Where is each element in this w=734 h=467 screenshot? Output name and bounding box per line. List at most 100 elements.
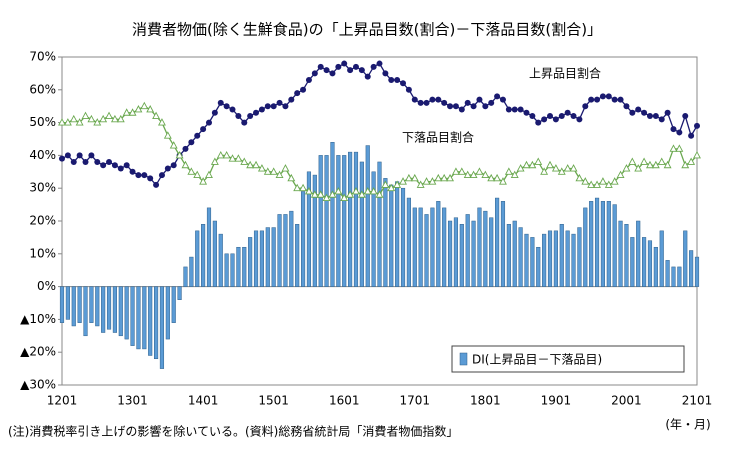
point: [604, 180, 613, 188]
point: [294, 90, 301, 97]
point: [82, 158, 89, 165]
bar: [647, 240, 653, 287]
point: [357, 190, 366, 198]
point: [263, 167, 272, 175]
point: [310, 190, 319, 198]
bar: [342, 155, 347, 287]
bar: [201, 224, 206, 287]
point: [81, 111, 90, 119]
bar: [312, 174, 317, 287]
bar: [553, 230, 558, 287]
point: [646, 113, 653, 120]
point: [270, 103, 277, 110]
point: [63, 118, 72, 126]
x-tick-label: 1801: [470, 394, 501, 408]
bar: [447, 220, 453, 287]
bar: [154, 286, 159, 360]
point: [400, 80, 407, 87]
bar: [524, 233, 529, 287]
bar: [559, 224, 564, 287]
point: [469, 170, 478, 179]
y-tick-label: 0%: [37, 279, 56, 293]
y-tick-label: 60%: [29, 82, 56, 96]
point: [482, 103, 489, 110]
point: [423, 99, 430, 106]
point: [211, 109, 218, 116]
point: [129, 168, 136, 175]
bar: [148, 286, 153, 356]
point: [305, 76, 312, 83]
point: [188, 139, 195, 146]
point: [534, 157, 543, 165]
point: [329, 70, 336, 77]
point: [563, 164, 572, 172]
point: [388, 76, 395, 83]
point: [252, 160, 260, 169]
point: [682, 113, 689, 120]
point: [693, 150, 701, 159]
point: [158, 172, 165, 179]
point: [464, 99, 471, 106]
bar: [112, 286, 117, 333]
line-label: 上昇品目割合: [529, 66, 601, 81]
bar: [518, 227, 523, 287]
bar: [471, 220, 476, 287]
point: [111, 162, 118, 169]
point: [570, 113, 577, 120]
point: [241, 119, 248, 126]
chart-title: 消費者物価(除く生鮮食品)の「上昇品目数(割合)－下落品目数(割合)」: [132, 21, 602, 39]
y-tick-label: 40%: [29, 148, 56, 162]
bar: [453, 217, 459, 287]
point: [105, 111, 113, 119]
bar: [224, 253, 229, 287]
point: [470, 103, 477, 110]
bar: [677, 266, 682, 287]
point: [475, 167, 484, 175]
point: [216, 150, 225, 159]
point: [311, 70, 318, 77]
point: [376, 60, 383, 67]
point: [64, 152, 71, 159]
point: [546, 160, 554, 169]
point: [681, 160, 690, 169]
bar: [395, 181, 400, 287]
point: [164, 165, 171, 172]
point: [235, 113, 242, 120]
y-tick-label: ▲30%: [20, 378, 56, 392]
point: [410, 173, 419, 182]
point: [535, 119, 542, 126]
point: [635, 106, 642, 113]
bar: [589, 201, 594, 287]
bar: [265, 227, 270, 287]
bar: [371, 171, 376, 287]
bar: [430, 207, 435, 287]
point: [264, 103, 271, 110]
point: [369, 187, 378, 195]
point: [187, 167, 196, 175]
bar: [118, 286, 123, 337]
bar: [259, 230, 264, 287]
point: [488, 99, 495, 106]
bar: [242, 246, 247, 287]
bar: [547, 230, 553, 287]
bar: [271, 227, 276, 287]
bar: [59, 286, 65, 323]
point: [146, 105, 155, 113]
bar: [177, 286, 182, 300]
bar: [436, 201, 441, 287]
bar: [365, 145, 370, 287]
bar: [483, 210, 488, 287]
x-tick-label: 2001: [611, 394, 642, 408]
x-tick-label: 2101: [682, 394, 713, 408]
point: [416, 180, 425, 188]
point: [300, 86, 307, 93]
point: [69, 114, 78, 123]
point: [558, 113, 565, 120]
point: [352, 63, 359, 70]
point: [393, 180, 402, 188]
bar: [195, 230, 200, 287]
point: [58, 118, 66, 126]
point: [110, 114, 119, 123]
bar: [277, 214, 282, 287]
point: [422, 177, 431, 185]
